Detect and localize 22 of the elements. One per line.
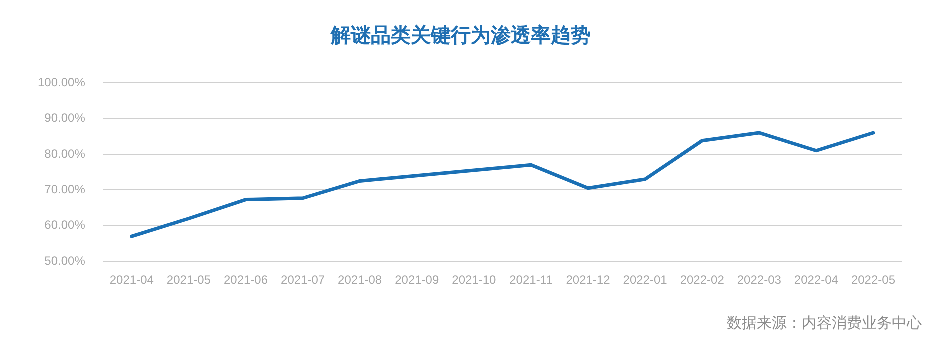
x-tick-label: 2021-05 — [166, 273, 212, 288]
y-tick-label: 100.00% — [38, 75, 86, 90]
y-tick-label: 60.00% — [44, 218, 86, 232]
x-tick-label: 2021-10 — [452, 273, 497, 288]
x-tick-label: 2022-05 — [851, 273, 896, 288]
x-tick-label: 2022-01 — [623, 273, 668, 288]
x-tick-label: 2021-04 — [110, 273, 154, 288]
x-tick-label: 2021-12 — [566, 273, 611, 288]
y-tick-label: 70.00% — [44, 182, 86, 196]
x-tick-label: 2021-06 — [224, 273, 268, 288]
x-tick-label: 2021-11 — [510, 273, 554, 288]
y-tick-label: 90.00% — [44, 111, 86, 126]
x-tick-label: 2021-08 — [338, 273, 382, 288]
x-tick-label: 2022-03 — [737, 273, 782, 288]
x-tick-label: 2022-04 — [794, 273, 839, 288]
chart-title: 解谜品类关键行为渗透率趋势 — [330, 23, 591, 48]
x-tick-label: 2021-09 — [395, 273, 440, 288]
y-tick-label: 50.00% — [44, 254, 86, 268]
y-tick-label: 80.00% — [44, 146, 86, 161]
source-note: 数据来源：内容消费业务中心 — [727, 314, 922, 332]
x-tick-label: 2022-02 — [680, 273, 725, 288]
x-tick-label: 2021-07 — [281, 273, 326, 288]
